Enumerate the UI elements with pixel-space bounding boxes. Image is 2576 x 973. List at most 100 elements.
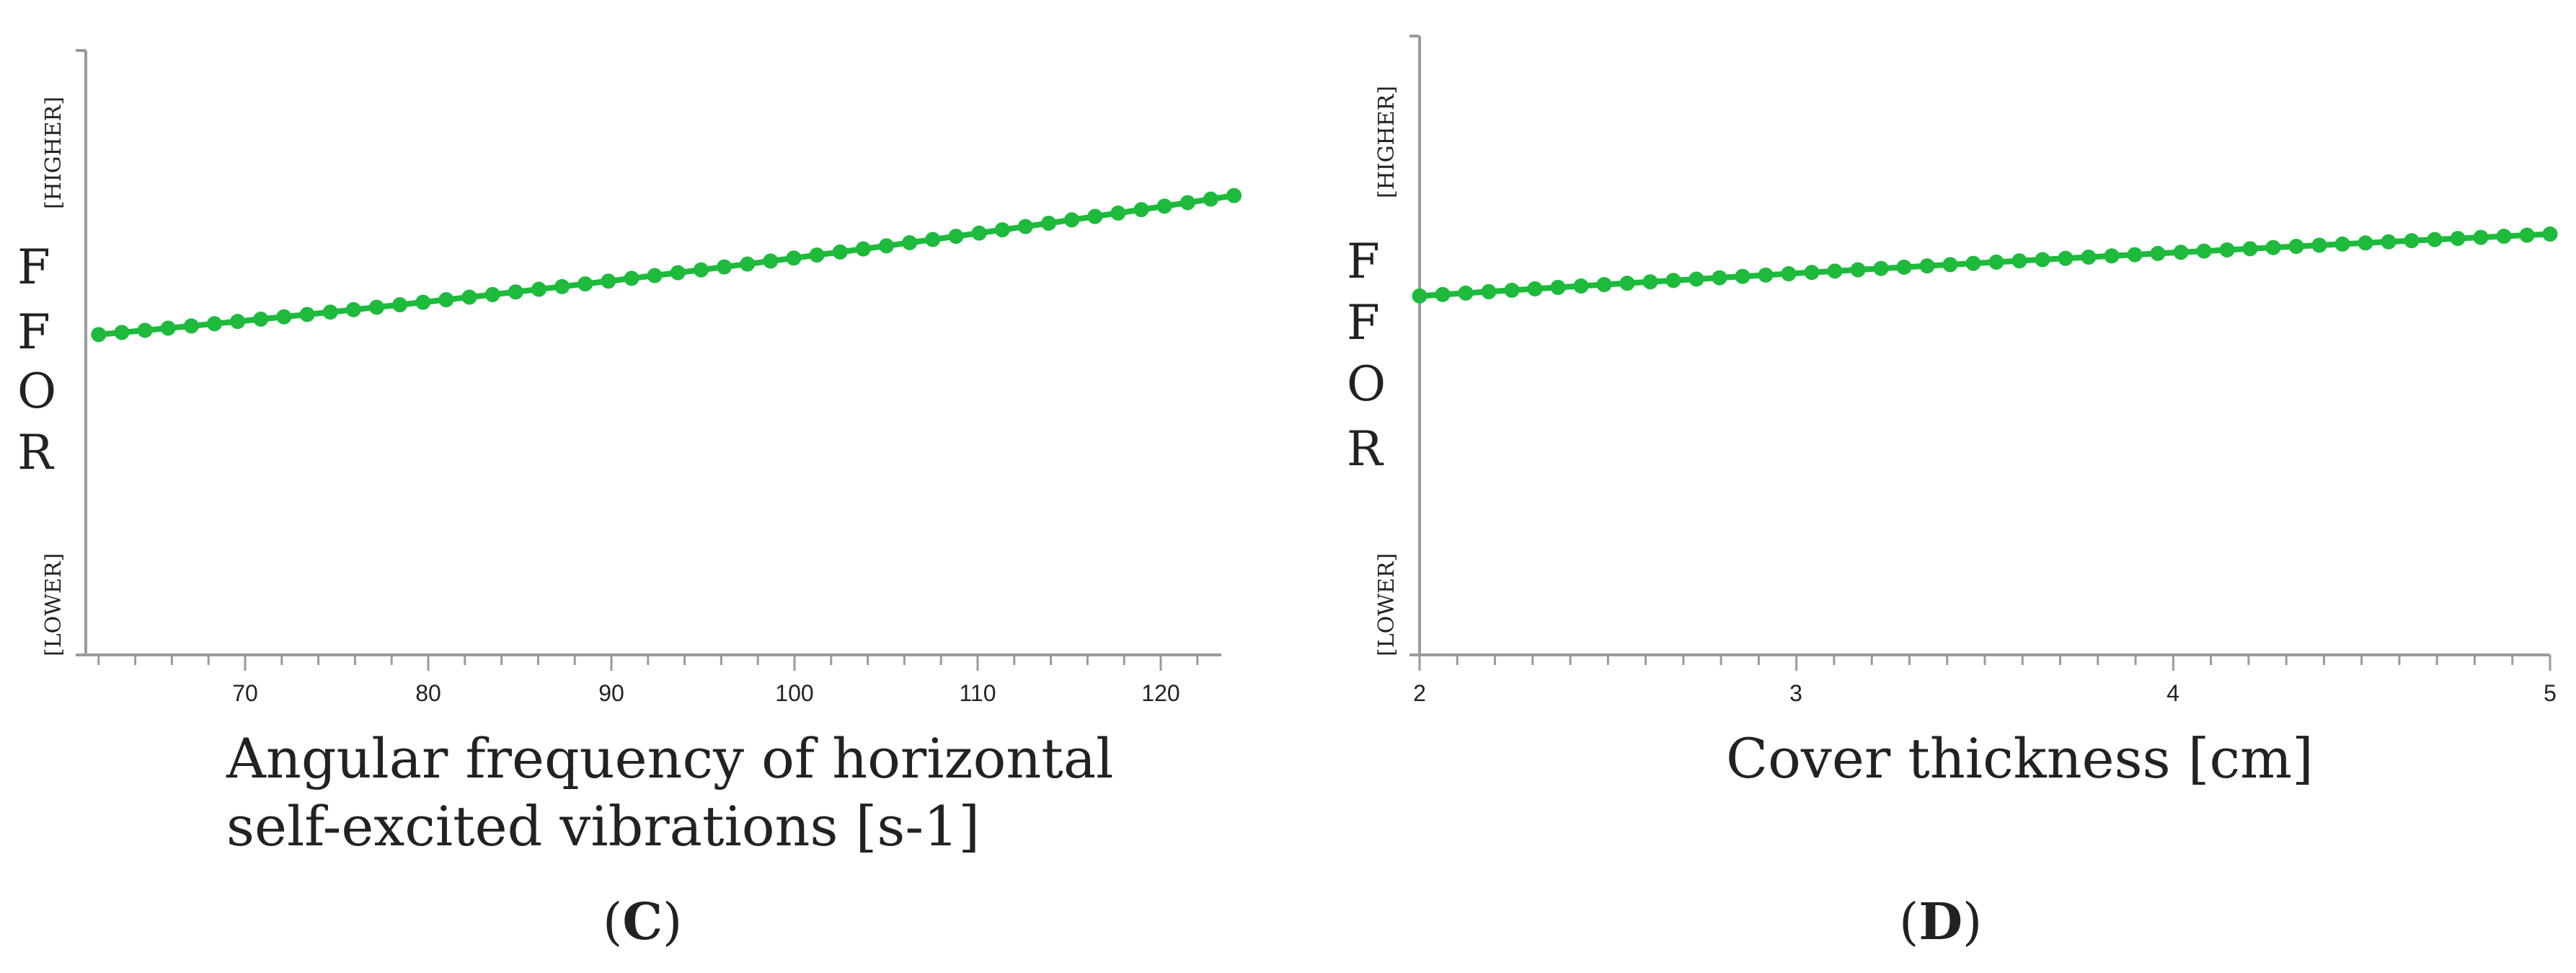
data-point-c-12 [368,299,384,315]
data-point-c-40 [1017,219,1033,234]
data-point-c-18 [508,284,523,300]
data-point-c-21 [577,276,593,292]
y-low-label-d: [LOWER] [1374,553,1399,656]
data-point-d-47 [2496,229,2512,245]
data-point-d-14 [1735,268,1750,284]
panel-letter-d: D [1918,891,1962,951]
data-point-c-20 [554,278,570,294]
chart-panel-c: [HIGHER] [LOWER] F F O R 70 80 90 100 11… [17,49,1242,951]
data-point-c-23 [624,270,639,286]
data-point-d-33 [2173,245,2189,260]
data-point-d-19 [1850,262,1866,278]
data-point-d-1 [1435,286,1451,302]
data-point-c-39 [994,222,1010,238]
y-letter-d-1: F [1347,234,1380,289]
data-point-c-33 [855,241,871,257]
data-point-d-48 [2519,227,2535,243]
data-point-c-2 [137,322,153,338]
data-point-c-32 [832,244,848,260]
data-point-c-46 [1156,198,1172,214]
series-line-d [1419,231,2551,299]
series-c [91,188,1242,343]
data-point-d-45 [2450,231,2466,247]
data-point-d-28 [2058,250,2073,266]
data-point-d-4 [1504,282,1520,298]
data-point-c-48 [1203,191,1218,207]
x-axis-title-c-line1: Angular frequency of horizontal [226,726,1113,791]
chart-panel-d: [HIGHER] [LOWER] F F O R 2 3 4 5 Cover t… [1347,35,2558,951]
data-point-d-22 [1919,258,1935,274]
panel-caption-d: (D) [1899,891,1982,951]
y-letter-d-4: R [1347,421,1384,477]
data-point-c-28 [740,256,756,272]
data-point-d-7 [1573,278,1589,294]
data-point-d-32 [2150,245,2166,261]
data-point-c-13 [392,297,408,313]
data-point-c-47 [1179,195,1195,211]
x-ticks-d [1418,655,2551,671]
data-point-d-0 [1412,288,1428,304]
y-letter-c-1: F [17,239,50,295]
x-tick-label-d-3: 3 [1789,680,1802,706]
data-point-c-7 [253,311,269,327]
data-point-c-31 [809,247,825,263]
data-point-c-43 [1087,208,1103,224]
data-point-c-36 [925,232,941,247]
data-point-d-49 [2542,226,2558,242]
data-point-c-3 [160,320,176,336]
data-point-d-38 [2288,239,2304,255]
series-d [1412,226,2558,304]
data-point-c-22 [601,273,616,289]
data-point-c-25 [670,265,686,281]
x-tick-labels-d: 2 3 4 5 [1413,680,2557,706]
data-point-d-6 [1550,279,1566,295]
data-point-d-44 [2427,232,2443,247]
data-point-d-18 [1827,263,1843,279]
y-letter-c-2: F [17,304,50,360]
data-point-d-41 [2358,235,2373,251]
x-tick-label-d-5: 5 [2544,680,2557,706]
data-point-d-5 [1527,281,1543,296]
data-point-d-13 [1712,270,1727,286]
data-point-d-23 [1942,257,1958,273]
data-point-c-16 [461,289,477,305]
data-point-d-27 [2035,252,2050,268]
data-point-d-10 [1642,274,1658,290]
data-point-d-9 [1619,276,1635,291]
data-point-d-2 [1458,285,1474,301]
y-letter-d-3: O [1347,356,1386,412]
data-point-c-5 [206,316,222,332]
data-point-c-44 [1110,205,1126,221]
data-point-c-4 [183,318,199,334]
data-point-c-19 [531,281,546,297]
y-high-label-c: [HIGHER] [41,97,66,209]
data-point-c-37 [948,229,964,245]
data-point-c-45 [1133,202,1149,218]
data-point-d-30 [2104,248,2120,264]
data-point-c-34 [879,238,895,254]
data-point-d-39 [2311,237,2327,253]
data-point-c-17 [484,286,500,302]
x-tick-label-c-100: 100 [775,680,813,706]
data-point-d-40 [2334,236,2350,252]
data-point-d-42 [2381,234,2396,250]
data-point-d-24 [1965,255,1981,271]
data-point-c-26 [693,262,709,278]
y-letter-c-4: R [17,425,55,480]
data-point-d-37 [2265,239,2281,255]
series-line-c [98,193,1235,338]
data-point-d-36 [2242,241,2258,257]
data-point-c-29 [763,253,779,269]
x-tick-label-c-110: 110 [959,680,996,706]
data-point-c-6 [230,314,246,330]
data-point-d-15 [1758,267,1774,283]
data-point-c-0 [91,327,107,343]
data-point-d-11 [1665,273,1681,289]
data-point-d-31 [2127,247,2143,263]
data-point-d-26 [2011,253,2027,269]
y-low-label-c: [LOWER] [41,553,66,656]
x-tick-label-c-70: 70 [232,680,258,706]
data-point-d-43 [2404,233,2420,249]
x-axis-title-d: Cover thickness [cm] [1726,726,2314,791]
